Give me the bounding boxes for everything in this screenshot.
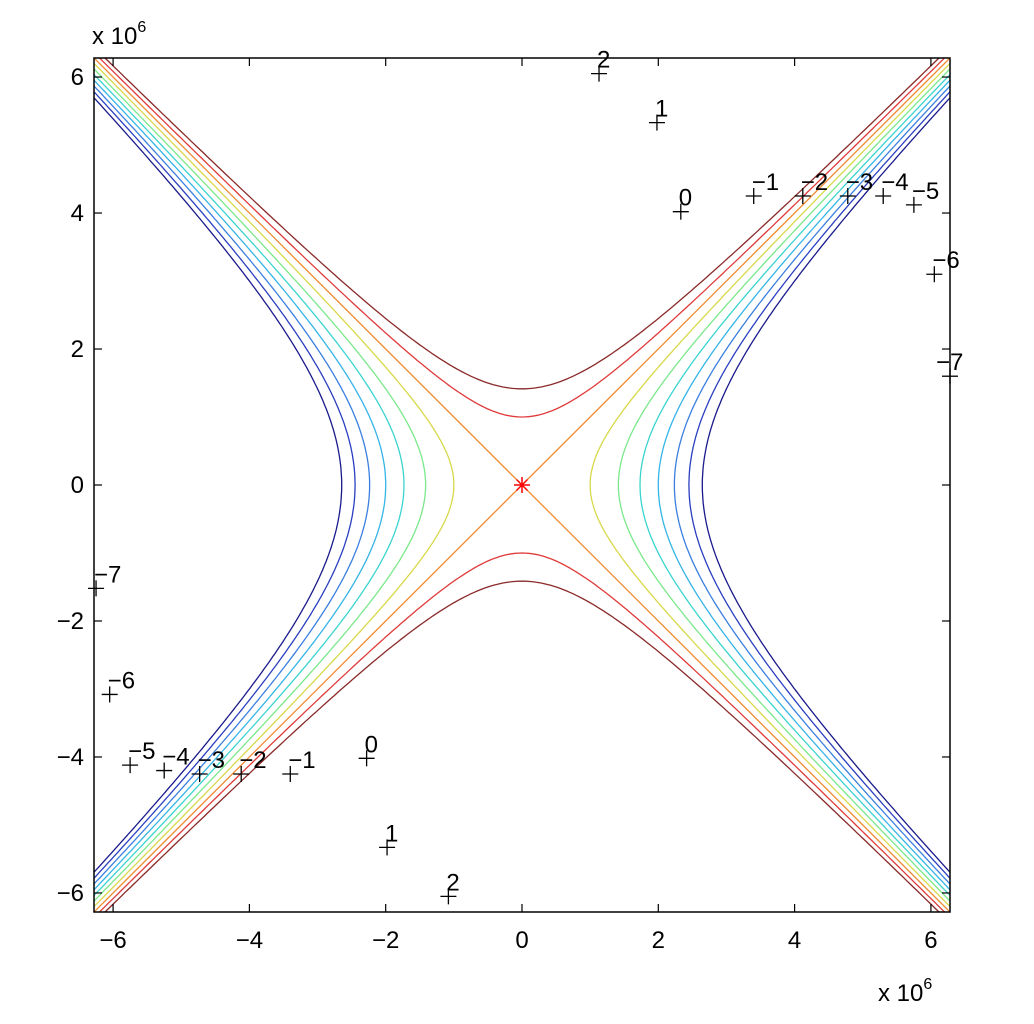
x-tick-label: 2: [652, 927, 665, 954]
contour-label: −5: [912, 178, 939, 205]
contour-label: −5: [128, 738, 155, 765]
y-axis-exponent: x 106: [92, 19, 146, 50]
contour-line-level--4-0: [657, 79, 950, 891]
contour-line-level-2-0: [104, 58, 940, 390]
contour-line-level--7-0: [701, 96, 950, 874]
contour-line-level--7-1: [94, 96, 343, 874]
contour-label: 1: [385, 820, 398, 847]
contour-label: −6: [108, 667, 135, 694]
x-tick-label: 0: [515, 927, 528, 954]
contour-line-level--2-0: [617, 67, 950, 903]
y-tick-label: 2: [71, 336, 84, 363]
y-tick-label: −2: [57, 608, 84, 635]
y-tick-label: −4: [57, 744, 84, 771]
contour-label: −1: [752, 169, 779, 196]
x-tick-label: −2: [372, 927, 399, 954]
contour-label: −7: [94, 561, 121, 588]
contour-line-level-2-1: [104, 580, 940, 912]
x-tick-label: −6: [99, 927, 126, 954]
contour-line-level--6-0: [688, 90, 950, 880]
contour-label: 1: [655, 96, 668, 123]
contour-line-level--3-0: [639, 73, 950, 897]
y-tick-label: 4: [71, 200, 84, 227]
contour-line-level--6-1: [94, 90, 356, 880]
contour-line-level--3-1: [94, 73, 405, 897]
contour-label: −4: [881, 169, 908, 196]
saddle-d2: [516, 479, 528, 491]
y-exponent-base: x 10: [92, 23, 137, 50]
x-exponent-base: x 10: [878, 980, 923, 1007]
x-tick-label: −4: [236, 927, 263, 954]
axis-ticks: [94, 58, 950, 912]
contour-label: −2: [801, 169, 828, 196]
saddle-point-marker: [514, 477, 530, 493]
contour-label: −3: [846, 169, 873, 196]
contour-label: −2: [239, 747, 266, 774]
y-exponent-power: 6: [137, 19, 146, 36]
y-tick-label: 6: [71, 64, 84, 91]
x-tick-labels: −6 −4 −2 0 2 4 6: [99, 927, 937, 954]
x-axis-exponent: x 106: [878, 976, 932, 1007]
contour-line-level--1-0: [589, 62, 950, 908]
contour-lines: [94, 58, 950, 912]
contour-line-level-1-1: [98, 552, 946, 912]
contour-label: 2: [446, 869, 459, 896]
contour-line-level--4-1: [94, 79, 387, 891]
contour-label: −6: [932, 247, 959, 274]
contour-line-level--5-1: [94, 85, 371, 885]
x-exponent-power: 6: [923, 976, 932, 993]
contour-line-level--5-0: [673, 85, 950, 885]
contour-label: −1: [288, 747, 315, 774]
x-tick-label: 6: [924, 927, 937, 954]
contour-line-level-1-0: [98, 58, 946, 418]
y-tick-labels: −6 −4 −2 0 2 4 6: [57, 64, 84, 907]
contour-label: −4: [162, 744, 189, 771]
y-tick-label: 0: [71, 472, 84, 499]
y-tick-label: −6: [57, 880, 84, 907]
contour-label: −3: [198, 747, 225, 774]
contour-label: 0: [679, 185, 692, 212]
contour-line-level--1-1: [94, 62, 455, 908]
contour-label: 0: [365, 731, 378, 758]
x-tick-label: 4: [788, 927, 801, 954]
contour-label: 2: [597, 47, 610, 74]
contour-line-level--2-1: [94, 67, 427, 903]
